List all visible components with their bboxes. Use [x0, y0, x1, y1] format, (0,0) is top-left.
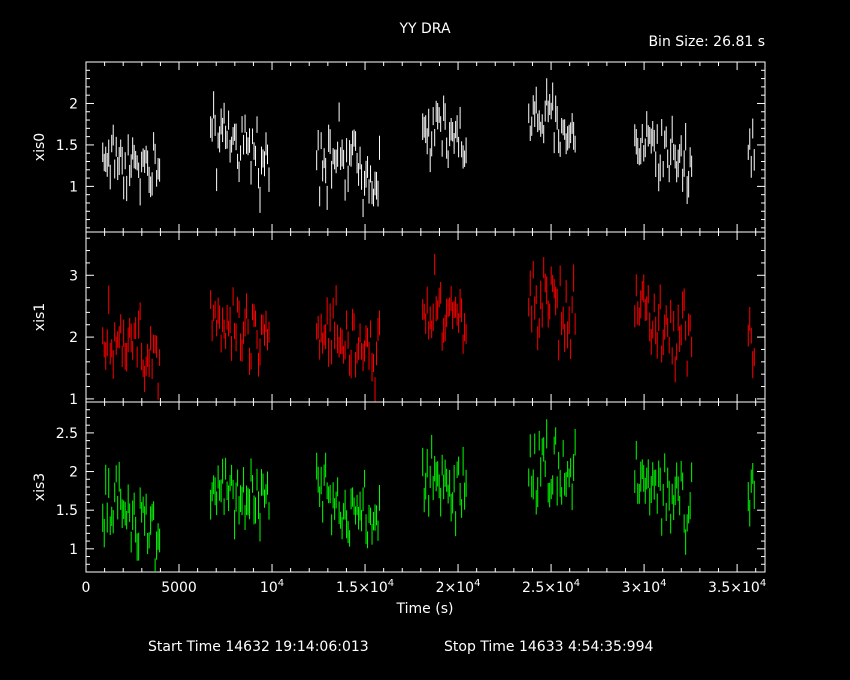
y-tick-label: 2	[69, 330, 78, 346]
bin-size-label: Bin Size: 26.81 s	[648, 34, 765, 50]
y-axis-label: xis3	[32, 473, 48, 501]
data-points-xis0	[102, 78, 755, 218]
x-tick-label: 2.5×104	[522, 578, 580, 596]
y-axis-label: xis0	[32, 133, 48, 161]
y-tick-label: 3	[69, 268, 78, 284]
x-tick-label: 104	[260, 578, 284, 596]
panel-xis1: 1 2 3 xis1	[32, 231, 766, 408]
y-tick-label: 2.5	[56, 426, 78, 442]
stop-time-label: Stop Time 14633 4:54:35:994	[444, 639, 653, 655]
x-tick-label: 5000	[161, 580, 197, 596]
data-points-xis1	[102, 254, 755, 402]
y-tick-label: 2	[69, 465, 78, 481]
x-tick-label: 3×104	[622, 578, 667, 596]
data-points-xis3	[102, 419, 755, 572]
panel-frame	[85, 61, 766, 233]
x-tick-label: 3.5×104	[708, 578, 766, 596]
y-tick-label: 1	[69, 542, 78, 558]
panel-xis0: 1 1.5 2 xis0	[32, 61, 766, 233]
x-tick-label: 0	[82, 580, 91, 596]
y-tick-label: 1.5	[56, 503, 78, 519]
y-tick-label: 1	[69, 179, 78, 195]
y-tick-label: 2	[69, 96, 78, 112]
x-axis-ticks: 0 5000 104 1.5×104 2×104 2.5×104 3×104 3.5×104	[82, 578, 767, 596]
panel-xis3: 1 1.5 2 2.5 xis3	[32, 401, 766, 573]
chart-title: YY DRA	[398, 21, 450, 37]
x-tick-label: 2×104	[436, 578, 481, 596]
x-tick-label: 1.5×104	[336, 578, 394, 596]
x-axis-label: Time (s)	[396, 601, 454, 617]
y-tick-label: 1	[69, 392, 78, 408]
y-tick-label: 1.5	[56, 138, 78, 154]
start-time-label: Start Time 14632 19:14:06:013	[148, 639, 369, 655]
y-axis-label: xis1	[32, 303, 48, 331]
